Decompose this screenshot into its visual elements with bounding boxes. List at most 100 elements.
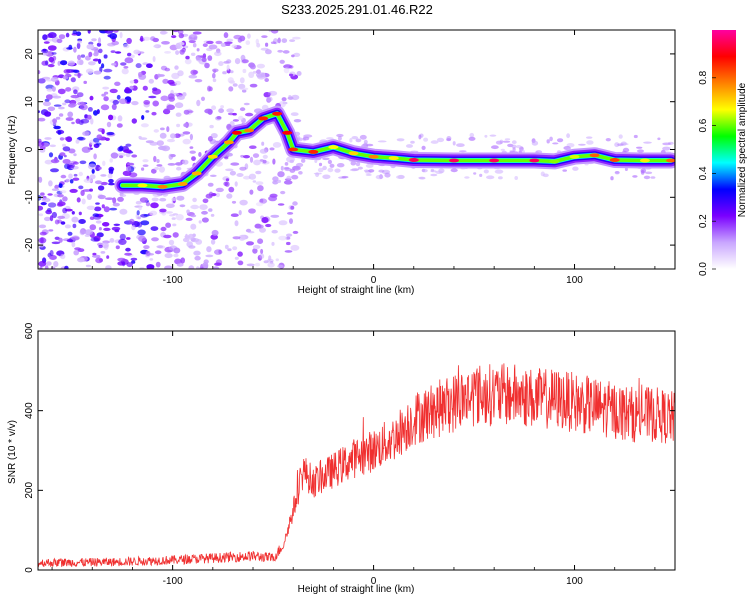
noise-speckle bbox=[57, 88, 66, 95]
noise-speckle bbox=[252, 244, 261, 250]
ridge-hotspot bbox=[231, 130, 242, 135]
noise-speckle bbox=[135, 63, 142, 69]
noise-speckle bbox=[159, 208, 167, 213]
ridge-hotspot bbox=[449, 158, 459, 163]
noise-speckle bbox=[38, 70, 41, 75]
halo-speckle bbox=[614, 171, 620, 174]
halo-speckle bbox=[430, 140, 439, 144]
noise-speckle bbox=[182, 138, 191, 145]
noise-speckle bbox=[107, 173, 113, 179]
noise-speckle bbox=[234, 256, 239, 260]
halo-speckle bbox=[495, 140, 503, 145]
noise-speckle bbox=[177, 95, 185, 100]
halo-speckle bbox=[314, 159, 318, 163]
noise-speckle bbox=[52, 95, 62, 99]
halo-speckle bbox=[363, 142, 368, 147]
noise-speckle bbox=[269, 147, 275, 151]
noise-speckle bbox=[289, 39, 296, 42]
noise-speckle bbox=[209, 124, 214, 129]
noise-speckle bbox=[179, 204, 186, 208]
halo-speckle bbox=[473, 172, 477, 175]
noise-speckle bbox=[106, 121, 112, 128]
noise-speckle bbox=[176, 195, 185, 201]
noise-speckle bbox=[151, 237, 159, 242]
noise-speckle bbox=[225, 168, 234, 172]
halo-speckle bbox=[315, 172, 320, 177]
noise-speckle bbox=[77, 248, 85, 253]
noise-speckle bbox=[38, 110, 41, 113]
noise-speckle bbox=[216, 116, 222, 120]
halo-speckle bbox=[341, 175, 349, 179]
noise-speckle bbox=[116, 123, 123, 128]
noise-speckle bbox=[189, 133, 193, 141]
noise-speckle bbox=[284, 162, 289, 166]
noise-speckle bbox=[91, 168, 95, 174]
noise-speckle bbox=[65, 117, 74, 121]
noise-speckle bbox=[87, 30, 91, 34]
noise-speckle bbox=[277, 264, 284, 269]
halo-speckle bbox=[327, 167, 334, 173]
noise-speckle bbox=[184, 45, 189, 49]
halo-speckle bbox=[622, 147, 630, 153]
noise-speckle bbox=[287, 212, 294, 215]
noise-speckle bbox=[290, 112, 299, 116]
noise-speckle bbox=[156, 245, 164, 249]
noise-speckle bbox=[229, 170, 236, 176]
noise-speckle bbox=[93, 153, 97, 160]
ridge-hotspot bbox=[328, 145, 339, 150]
snr-ylabel: SNR (10 * v/v) bbox=[7, 420, 18, 484]
noise-speckle bbox=[97, 194, 106, 200]
noise-speckle bbox=[172, 213, 179, 216]
noise-speckle bbox=[286, 233, 293, 237]
noise-speckle bbox=[126, 262, 133, 268]
noise-speckle bbox=[232, 119, 239, 122]
noise-speckle bbox=[84, 229, 93, 236]
noise-speckle bbox=[256, 63, 265, 69]
noise-speckle bbox=[272, 176, 279, 182]
noise-speckle bbox=[109, 207, 118, 211]
noise-speckle bbox=[165, 203, 175, 209]
noise-speckle bbox=[59, 137, 65, 141]
noise-speckle bbox=[167, 163, 176, 166]
noise-speckle bbox=[116, 94, 121, 100]
noise-speckle bbox=[131, 101, 139, 106]
snr-xtick-label: 0 bbox=[371, 576, 377, 587]
noise-speckle bbox=[257, 238, 264, 244]
noise-speckle bbox=[92, 58, 100, 62]
noise-speckle bbox=[119, 208, 128, 215]
noise-speckle bbox=[230, 213, 239, 217]
noise-speckle bbox=[127, 52, 132, 57]
noise-speckle bbox=[179, 49, 185, 55]
noise-speckle bbox=[275, 258, 279, 262]
halo-speckle bbox=[329, 163, 335, 168]
noise-speckle bbox=[112, 99, 120, 105]
noise-speckle bbox=[62, 196, 68, 202]
noise-speckle bbox=[138, 235, 147, 242]
noise-speckle bbox=[292, 230, 299, 234]
noise-speckle bbox=[93, 70, 102, 75]
noise-speckle bbox=[163, 234, 172, 239]
noise-speckle bbox=[174, 258, 182, 265]
halo-speckle bbox=[436, 137, 445, 143]
spectrogram-xtick-label: -100 bbox=[163, 275, 183, 286]
noise-speckle bbox=[51, 86, 56, 92]
noise-speckle bbox=[293, 119, 302, 123]
noise-speckle bbox=[142, 164, 149, 167]
noise-speckle bbox=[41, 48, 49, 54]
noise-speckle bbox=[237, 251, 243, 257]
noise-speckle bbox=[123, 149, 132, 154]
noise-speckle bbox=[90, 118, 94, 125]
figure-title: S233.2025.291.01.46.R22 bbox=[281, 2, 433, 17]
ridge-hotspot bbox=[666, 158, 675, 163]
noise-speckle bbox=[98, 244, 103, 249]
noise-speckle bbox=[52, 118, 57, 124]
noise-speckle bbox=[122, 170, 132, 176]
noise-speckle bbox=[255, 181, 264, 186]
noise-speckle bbox=[48, 229, 54, 232]
noise-speckle bbox=[38, 205, 44, 211]
noise-speckle bbox=[164, 265, 173, 269]
halo-speckle bbox=[327, 159, 332, 165]
halo-speckle bbox=[318, 162, 323, 167]
noise-speckle bbox=[129, 80, 135, 84]
halo-speckle bbox=[458, 150, 467, 153]
